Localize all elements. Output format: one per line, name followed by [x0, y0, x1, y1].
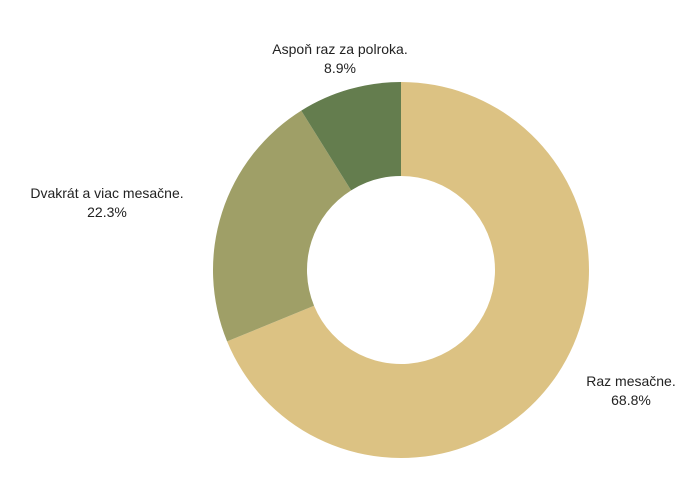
- slices-group: [213, 82, 589, 458]
- slice-percent-label: 68.8%: [611, 392, 651, 408]
- slice-category-label: Raz mesačne.: [586, 373, 675, 389]
- slice-percent-label: 22.3%: [87, 204, 127, 220]
- slice-percent-label: 8.9%: [324, 60, 356, 76]
- slice-category-label: Dvakrát a viac mesačne.: [30, 185, 183, 201]
- donut-slice: [227, 82, 589, 458]
- slice-category-label: Aspoň raz za polroka.: [272, 41, 407, 57]
- labels-group: Raz mesačne. 68.8% Dvakrát a viac mesačne.…: [30, 41, 675, 408]
- donut-slice: [301, 82, 401, 191]
- donut-slice: [213, 110, 352, 342]
